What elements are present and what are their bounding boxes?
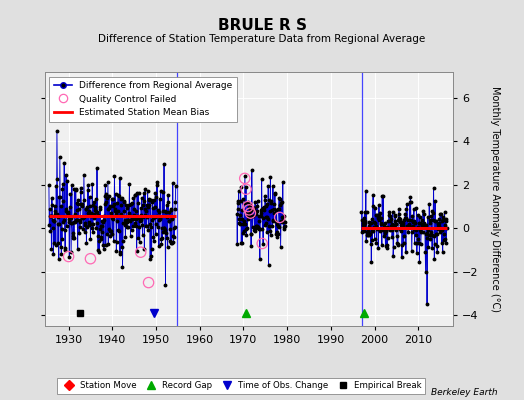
Point [145,279,153,286]
Legend: Station Move, Record Gap, Time of Obs. Change, Empirical Break: Station Move, Record Gap, Time of Obs. C… [57,378,425,394]
Point [86,256,95,262]
Point [245,207,253,213]
Legend: Difference from Regional Average, Quality Control Failed, Estimated Station Mean: Difference from Regional Average, Qualit… [49,76,237,122]
Point [244,203,252,210]
Y-axis label: Monthly Temperature Anomaly Difference (°C): Monthly Temperature Anomaly Difference (… [490,86,500,312]
Point [258,240,266,247]
Point [137,249,145,255]
Point [64,253,73,260]
Text: Difference of Station Temperature Data from Regional Average: Difference of Station Temperature Data f… [99,34,425,44]
Point [241,175,249,182]
Text: Berkeley Earth: Berkeley Earth [431,388,498,397]
Text: BRULE R S: BRULE R S [217,18,307,33]
Point [246,210,255,216]
Point [276,214,284,221]
Point [242,186,250,192]
